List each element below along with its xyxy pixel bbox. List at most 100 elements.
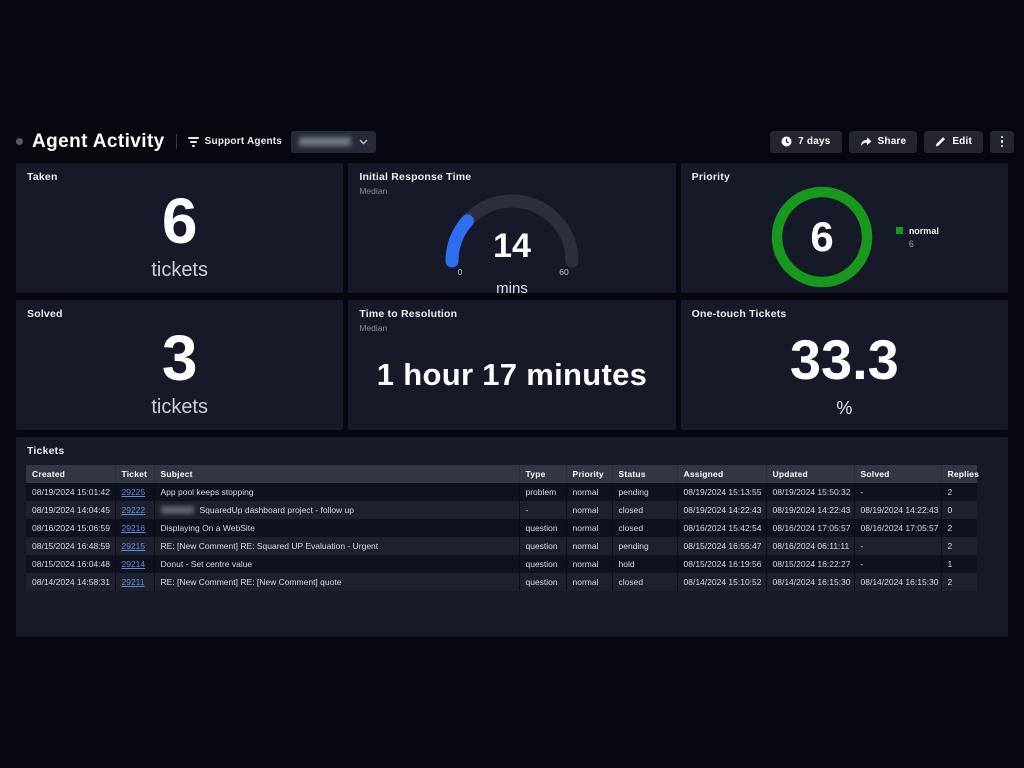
- cell-subject: SquaredUp dashboard project - follow up: [154, 501, 520, 519]
- solved-unit: tickets: [151, 396, 208, 419]
- cell-subject: RE: [New Comment] RE: Squared UP Evaluat…: [154, 537, 520, 555]
- tile-tickets: Tickets Created Ticket Subject Type Prio…: [16, 437, 1008, 637]
- chevron-down-icon: [359, 139, 368, 145]
- table-row: 08/16/2024 15:06:59 29216 Displaying On …: [26, 519, 977, 537]
- cell-type: question: [519, 573, 567, 591]
- col-status: Status: [612, 465, 678, 483]
- cell-updated: 08/19/2024 15:50:32: [766, 483, 855, 501]
- cell-solved: 08/16/2024 17:05:57: [854, 519, 942, 537]
- ticket-link[interactable]: 29222: [121, 505, 146, 515]
- tile-subtitle: Median: [359, 323, 388, 333]
- cell-replies: 2: [947, 523, 953, 533]
- col-updated: Updated: [766, 465, 855, 483]
- table-row: 08/15/2024 16:48:59 29215 RE: [New Comme…: [26, 537, 977, 555]
- table-row: 08/19/2024 14:04:45 29222 SquaredUp dash…: [26, 501, 977, 519]
- cell-updated: 08/19/2024 14:22:43: [766, 501, 855, 519]
- gauge-value: 14: [493, 227, 531, 265]
- tile-title: Time to Resolution: [359, 308, 458, 320]
- edit-button[interactable]: Edit: [924, 130, 983, 153]
- col-type: Type: [519, 465, 567, 483]
- tile-time-to-resolution: Time to Resolution Median 1 hour 17 minu…: [348, 300, 676, 430]
- table-row: 08/19/2024 15:01:42 29225 App pool keeps…: [26, 483, 977, 501]
- tile-title: Solved: [27, 308, 63, 320]
- timeframe-label: 7 days: [798, 136, 831, 147]
- cell-assigned: 08/19/2024 14:22:43: [677, 501, 767, 519]
- gauge-min-label: 0: [458, 267, 463, 277]
- ticket-link[interactable]: 29214: [121, 559, 146, 569]
- share-button[interactable]: Share: [848, 130, 918, 153]
- tile-subtitle: Median: [359, 186, 388, 196]
- tickets-table: Created Ticket Subject Type Priority Sta…: [26, 465, 979, 591]
- timeframe-button[interactable]: 7 days: [770, 130, 842, 153]
- cell-solved: 08/14/2024 16:15:30: [854, 573, 942, 591]
- col-subject: Subject: [154, 465, 520, 483]
- cell-priority: normal: [566, 555, 613, 573]
- cell-type: question: [519, 537, 567, 555]
- cell-assigned: 08/15/2024 16:19:56: [677, 555, 767, 573]
- cell-priority: normal: [566, 501, 613, 519]
- cell-assigned: 08/14/2024 15:10:52: [677, 573, 767, 591]
- time-to-resolution-value: 1 hour 17 minutes: [376, 357, 648, 392]
- legend-count: 6: [908, 238, 914, 249]
- dashboard-header: Agent Activity Support Agents 7 days Sha…: [16, 128, 1014, 155]
- tile-solved: Solved 3 tickets: [16, 300, 344, 430]
- cell-ticket: 29222: [115, 501, 155, 519]
- col-ticket: Ticket: [115, 465, 155, 483]
- redacted-text: [160, 506, 194, 514]
- tile-taken: Taken 6 tickets: [16, 163, 344, 293]
- table-header-row: Created Ticket Subject Type Priority Sta…: [26, 465, 979, 483]
- pencil-icon: [936, 137, 946, 147]
- tile-title: Taken: [27, 171, 58, 183]
- cell-type: -: [519, 501, 567, 519]
- funnel-icon: [187, 136, 199, 147]
- tile-initial-response-time: Initial Response Time Median 14 0 60 min…: [348, 163, 676, 297]
- clock-icon: [781, 136, 792, 147]
- gauge-unit: mins: [496, 280, 528, 297]
- cell-created: 08/15/2024 16:04:48: [26, 555, 116, 573]
- ticket-link[interactable]: 29215: [121, 541, 146, 551]
- col-priority: Priority: [566, 465, 613, 483]
- cell-status: pending: [612, 483, 678, 501]
- share-label: Share: [877, 136, 907, 147]
- cell-replies: 1: [947, 559, 953, 569]
- cell-solved: -: [854, 537, 942, 555]
- cell-ticket: 29215: [115, 537, 155, 555]
- col-replies: Replies: [941, 465, 979, 483]
- cell-status: closed: [612, 573, 678, 591]
- cell-replies: 2: [947, 577, 953, 587]
- cell-updated: 08/16/2024 06:11:11: [766, 537, 855, 555]
- cell-replies: 2: [947, 541, 953, 551]
- cell-subject: RE: [New Comment] RE: [New Comment] quot…: [154, 573, 520, 591]
- cell-status: closed: [612, 501, 678, 519]
- cell-priority: normal: [566, 573, 613, 591]
- header-actions: 7 days Share Edit: [770, 130, 1014, 153]
- gauge-max-label: 60: [559, 267, 569, 277]
- cell-type: question: [519, 519, 567, 537]
- col-assigned: Assigned: [677, 465, 767, 483]
- legend-label: normal: [908, 225, 939, 236]
- cell-ticket: 29225: [115, 483, 155, 501]
- cell-created: 08/16/2024 15:06:59: [26, 519, 116, 537]
- cell-status: pending: [612, 537, 678, 555]
- col-solved: Solved: [854, 465, 942, 483]
- tickets-title: Tickets: [27, 445, 65, 457]
- more-options-button[interactable]: [990, 130, 1014, 153]
- ticket-link[interactable]: 29211: [121, 577, 145, 587]
- ticket-link[interactable]: 29225: [121, 487, 146, 497]
- filter-label: Support Agents: [204, 136, 283, 147]
- cell-updated: 08/16/2024 17:05:57: [766, 519, 855, 537]
- cell-ticket: 29211: [115, 573, 155, 591]
- cell-assigned: 08/15/2024 16:55:47: [677, 537, 767, 555]
- cell-solved: -: [854, 483, 942, 501]
- cell-ticket: 29214: [115, 555, 155, 573]
- cell-type: question: [519, 555, 567, 573]
- cell-assigned: 08/16/2024 15:42:54: [677, 519, 767, 537]
- scope-dropdown[interactable]: [291, 130, 377, 153]
- kebab-menu-icon: [1000, 135, 1004, 139]
- ticket-link[interactable]: 29216: [121, 523, 146, 533]
- cell-type: problem: [519, 483, 567, 501]
- edit-label: Edit: [952, 136, 972, 147]
- taken-value: 6: [161, 184, 198, 257]
- page-title: Agent Activity: [32, 130, 165, 152]
- cell-status: closed: [612, 519, 678, 537]
